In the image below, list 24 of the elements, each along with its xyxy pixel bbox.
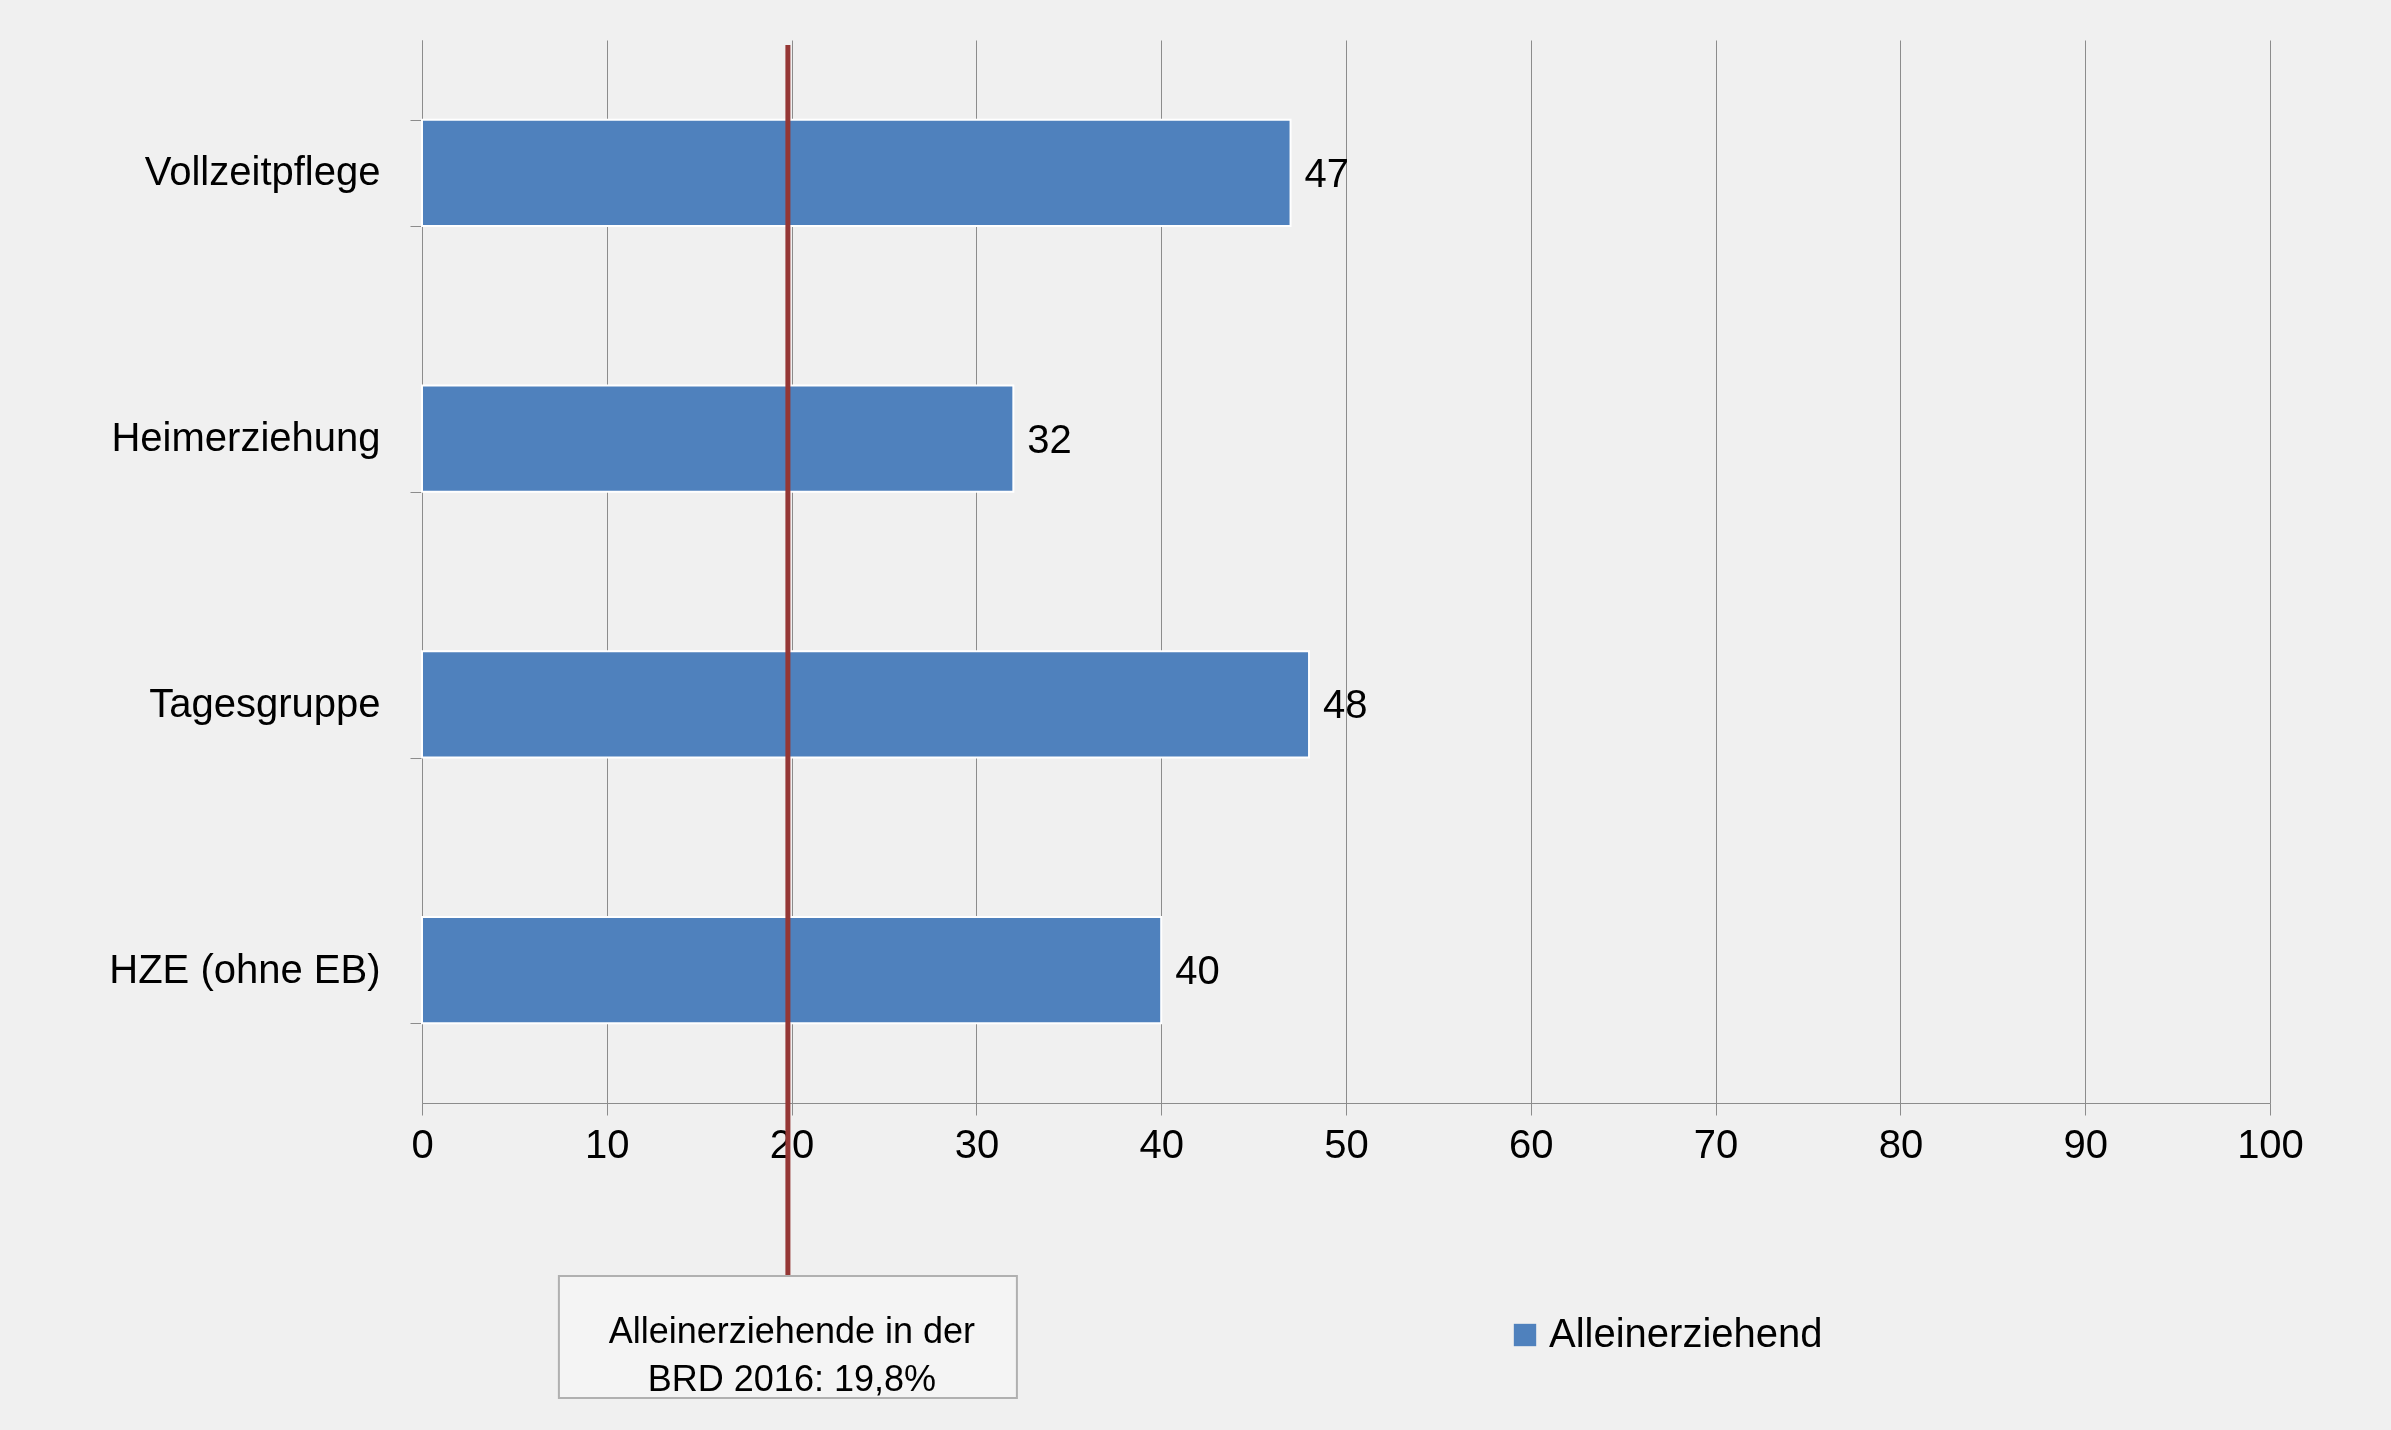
data-label: 47 (1304, 150, 1350, 195)
bar (421, 384, 1015, 493)
x-tick-label: 30 (954, 1121, 1000, 1166)
x-tick-label: 40 (1139, 1121, 1184, 1166)
bar (421, 118, 1292, 228)
y-tick-label: Tagesgruppe (149, 680, 381, 725)
bar (421, 915, 1163, 1025)
x-tick-label: 0 (411, 1121, 434, 1166)
y-tick-label: Heimerziehung (111, 415, 381, 460)
x-tick-label: 60 (1509, 1121, 1554, 1166)
x-tick-label: 90 (2063, 1121, 2108, 1166)
y-tick-label: Vollzeitpflege (144, 149, 381, 194)
x-tick-label: 100 (2237, 1121, 2304, 1166)
data-label: 48 (1323, 682, 1368, 727)
y-tick-label: HZE (ohne EB) (109, 946, 381, 991)
data-label: 40 (1175, 948, 1220, 993)
x-tick-label: 10 (585, 1121, 630, 1166)
ref-line-label: Alleinerziehende in der BRD 2016: 19,8% (608, 1310, 976, 1399)
x-tick-label: 70 (1693, 1121, 1739, 1166)
x-tick-label: 50 (1324, 1121, 1369, 1166)
legend-label: Alleinerziehend (1549, 1311, 1823, 1355)
x-tick-label: 80 (1878, 1121, 1924, 1166)
data-label: 32 (1027, 416, 1072, 461)
bar (421, 650, 1311, 759)
